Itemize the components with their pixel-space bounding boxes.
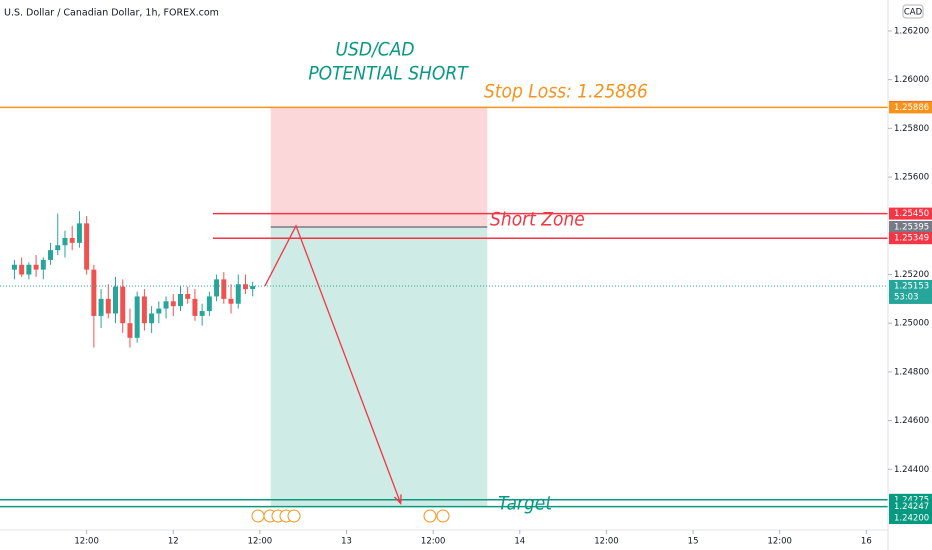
pair-annotation: USD/CAD (335, 39, 414, 61)
candle-body (120, 286, 126, 324)
x-tick-label: 12 (168, 537, 179, 547)
candle-body (127, 323, 133, 338)
x-tick-label: 12:00 (421, 537, 446, 547)
price-tag (889, 207, 932, 220)
candle-body (84, 223, 90, 270)
candle-body (250, 285, 256, 290)
candle-body (192, 298, 198, 316)
price-tag-label: 1.25395 (894, 223, 929, 233)
candle-body (76, 223, 82, 243)
countdown: 53:03 (894, 292, 919, 302)
candle-body (170, 301, 176, 307)
candle-body (11, 264, 17, 270)
candle-body (91, 269, 97, 316)
trade-arrow (264, 224, 402, 504)
candle-body (105, 298, 111, 314)
candle-body (19, 264, 25, 275)
y-tick-label: 1.25000 (894, 319, 929, 329)
candle-body (55, 245, 61, 251)
y-tick-label: 1.26000 (894, 75, 929, 85)
candle-body (134, 296, 140, 338)
price-tag (889, 101, 932, 114)
stop-zone (270, 107, 488, 228)
price-tag-label: 1.25450 (894, 209, 929, 219)
y-tick-label: 1.24800 (894, 367, 929, 377)
x-tick-label: 14 (514, 537, 525, 547)
candle-body (40, 259, 46, 270)
price-tag-label: 1.25153 (894, 281, 929, 291)
candle-body (242, 284, 248, 290)
candle-body (206, 296, 212, 312)
currency: CAD (904, 8, 923, 18)
x-tick-label: 12:00 (767, 537, 792, 547)
y-tick-label: 1.25600 (894, 173, 929, 183)
price-tag (889, 232, 932, 245)
price-tag-label: 1.25349 (894, 234, 929, 244)
currency-box (902, 4, 924, 19)
y-tick-label: 1.26200 (894, 26, 929, 36)
candle-body (33, 264, 39, 270)
y-tick-label: 1.25800 (894, 124, 929, 134)
candle-body (177, 293, 183, 307)
price-tag-label: 1.25886 (894, 103, 929, 113)
candle-body (163, 301, 169, 309)
candle-body (69, 237, 75, 243)
candle-body (235, 284, 241, 304)
setup-annotation: POTENTIAL SHORT (308, 63, 469, 85)
x-tick-label: 12:00 (248, 537, 273, 547)
candle-body (113, 286, 119, 314)
candle-body (156, 308, 162, 314)
candle-body (141, 296, 147, 324)
price-tag (889, 221, 932, 234)
x-tick-label: 12:00 (594, 537, 619, 547)
price-tag (889, 512, 932, 525)
candle-body (62, 237, 68, 246)
x-tick-label: 16 (861, 537, 872, 547)
price-tag-label: 1.24247 (894, 502, 929, 512)
y-tick-label: 1.24400 (894, 465, 929, 475)
x-tick-label: 13 (341, 537, 352, 547)
stop-annotation: Stop Loss: 1.25886 (484, 81, 648, 103)
y-tick-label: 1.24600 (894, 416, 929, 426)
target-zone (270, 227, 488, 507)
x-tick-label: 12:00 (74, 537, 99, 547)
symbol-title: U.S. Dollar / Canadian Dollar, 1h, FOREX… (4, 8, 219, 19)
arrow-head (394, 494, 402, 506)
zone-annotation: Short Zone (490, 209, 585, 231)
event-icons (251, 509, 450, 523)
y-tick-label: 1.25200 (894, 270, 929, 280)
price-tag-label: 1.24275 (894, 495, 929, 505)
target-annotation: Target (498, 493, 553, 515)
candle-body (199, 311, 205, 316)
candle-body (48, 250, 54, 260)
price-tag (889, 279, 932, 304)
candle-body (185, 293, 191, 299)
candle-body (214, 279, 220, 297)
price-tag-label: 1.24200 (894, 514, 929, 524)
candle-body (228, 298, 234, 304)
candle-body (26, 264, 32, 275)
candle-body (149, 313, 155, 324)
x-tick-label: 15 (688, 537, 699, 547)
candle-body (98, 298, 104, 316)
plot-area (0, 106, 888, 508)
price-tag (889, 500, 932, 513)
candle-body (221, 279, 227, 299)
